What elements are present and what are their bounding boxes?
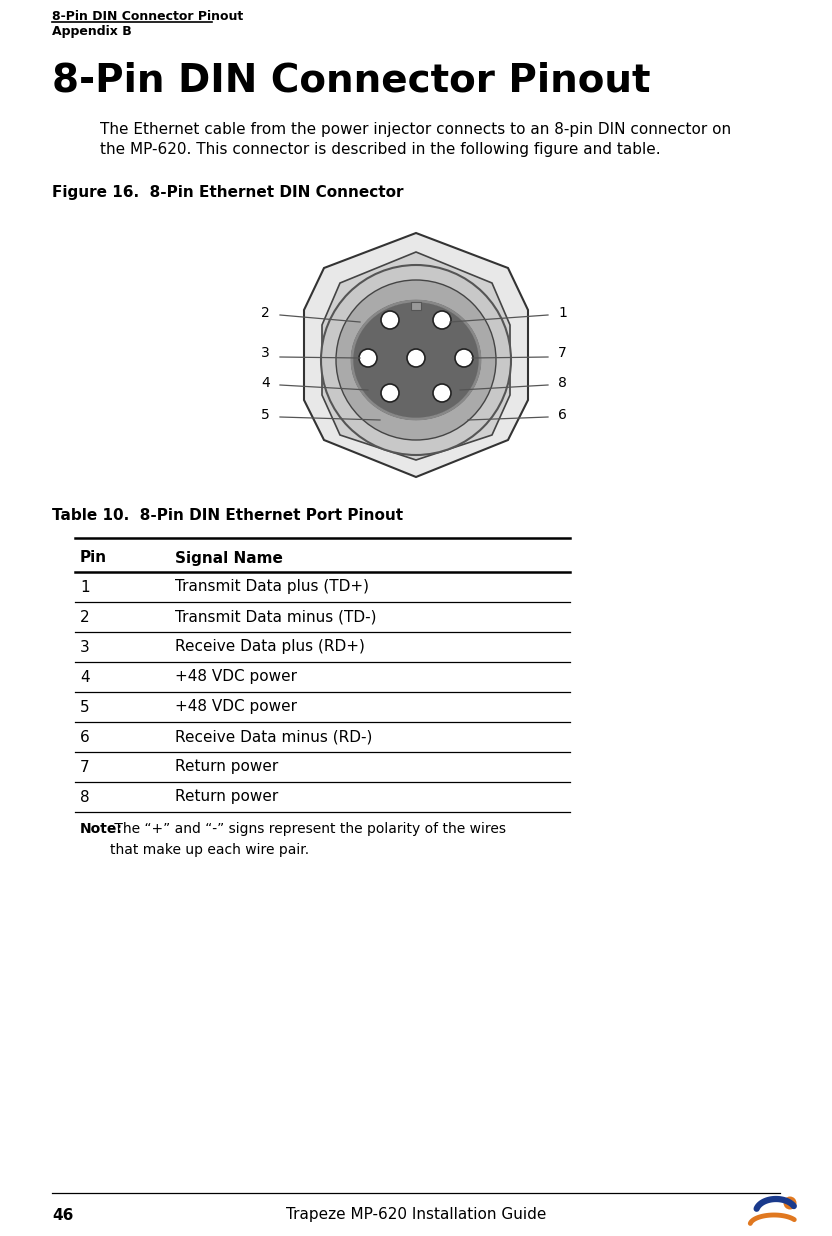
Circle shape <box>321 265 511 455</box>
Text: 2: 2 <box>261 307 270 320</box>
Polygon shape <box>322 252 510 460</box>
Text: 1: 1 <box>558 307 567 320</box>
Circle shape <box>784 1196 796 1210</box>
Circle shape <box>455 349 473 367</box>
FancyBboxPatch shape <box>411 302 421 310</box>
Text: the MP-620. This connector is described in the following figure and table.: the MP-620. This connector is described … <box>100 142 661 157</box>
Text: 46: 46 <box>52 1208 73 1222</box>
Circle shape <box>336 281 496 440</box>
Text: +48 VDC power: +48 VDC power <box>175 700 297 714</box>
Text: 3: 3 <box>261 346 270 360</box>
Text: 5: 5 <box>80 700 90 714</box>
Text: Return power: Return power <box>175 759 278 775</box>
Text: 6: 6 <box>558 408 567 421</box>
Text: 4: 4 <box>261 376 270 391</box>
Text: 1: 1 <box>80 580 90 595</box>
Text: Transmit Data plus (TD+): Transmit Data plus (TD+) <box>175 580 369 595</box>
Text: Appendix B: Appendix B <box>52 25 131 38</box>
Circle shape <box>359 349 377 367</box>
Text: Trapeze MP-620 Installation Guide: Trapeze MP-620 Installation Guide <box>286 1208 546 1222</box>
Text: 5: 5 <box>261 408 270 421</box>
Text: 2: 2 <box>80 609 90 624</box>
Text: Transmit Data minus (TD-): Transmit Data minus (TD-) <box>175 609 377 624</box>
Text: Receive Data minus (RD-): Receive Data minus (RD-) <box>175 729 373 744</box>
Circle shape <box>433 384 451 402</box>
Text: Note:: Note: <box>80 822 123 836</box>
Text: Pin: Pin <box>80 550 107 566</box>
Circle shape <box>407 349 425 367</box>
Text: The “+” and “-” signs represent the polarity of the wires
that make up each wire: The “+” and “-” signs represent the pola… <box>110 822 506 857</box>
Circle shape <box>381 311 399 329</box>
Text: 3: 3 <box>80 639 90 655</box>
Text: Figure 16.  8-Pin Ethernet DIN Connector: Figure 16. 8-Pin Ethernet DIN Connector <box>52 185 404 200</box>
Text: 7: 7 <box>558 346 567 360</box>
Text: Signal Name: Signal Name <box>175 550 283 566</box>
Text: 8-Pin DIN Connector Pinout: 8-Pin DIN Connector Pinout <box>52 10 243 23</box>
Text: 8-Pin DIN Connector Pinout: 8-Pin DIN Connector Pinout <box>52 62 651 100</box>
Text: Return power: Return power <box>175 790 278 805</box>
Text: Receive Data plus (RD+): Receive Data plus (RD+) <box>175 639 365 655</box>
Text: 8: 8 <box>80 790 90 805</box>
Text: 6: 6 <box>80 729 90 744</box>
Text: 7: 7 <box>80 759 90 775</box>
Text: +48 VDC power: +48 VDC power <box>175 670 297 685</box>
Text: 4: 4 <box>80 670 90 685</box>
Text: 8: 8 <box>558 376 567 391</box>
Polygon shape <box>304 234 528 477</box>
Text: The Ethernet cable from the power injector connects to an 8-pin DIN connector on: The Ethernet cable from the power inject… <box>100 122 731 137</box>
Circle shape <box>381 384 399 402</box>
Ellipse shape <box>352 302 480 419</box>
Text: Table 10.  8-Pin DIN Ethernet Port Pinout: Table 10. 8-Pin DIN Ethernet Port Pinout <box>52 508 404 523</box>
Circle shape <box>433 311 451 329</box>
